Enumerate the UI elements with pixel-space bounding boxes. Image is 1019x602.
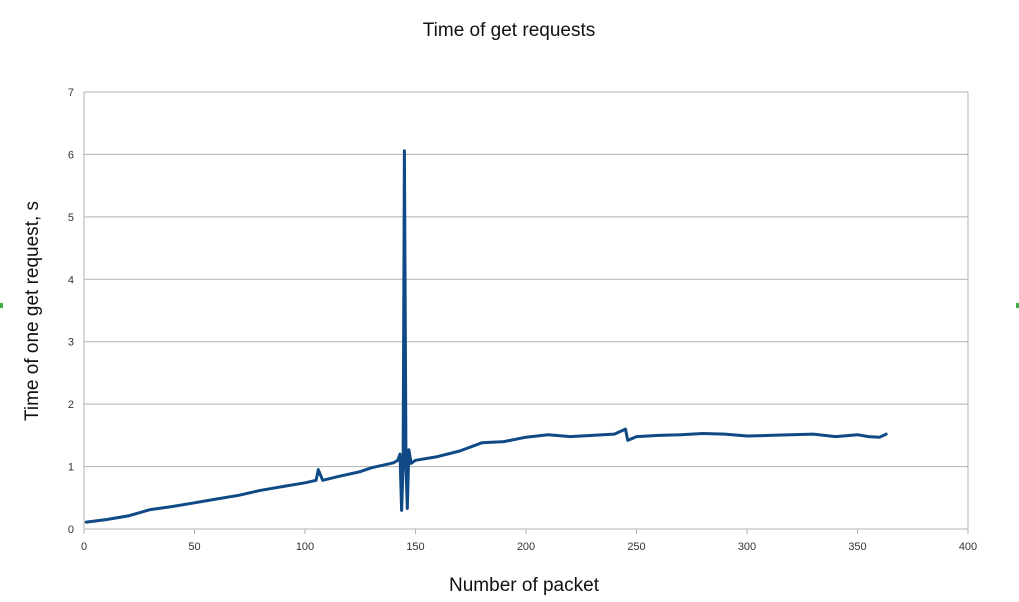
x-tick-labels: 0 50 100 150 200 250 300 350 400 xyxy=(81,541,977,553)
y-tick-label: 3 xyxy=(68,337,74,349)
x-tick-label: 0 xyxy=(81,541,87,553)
x-tick-label: 300 xyxy=(738,541,756,553)
x-axis-title: Number of packet xyxy=(449,575,600,596)
series-layer xyxy=(84,149,888,524)
right-selection-handle xyxy=(1016,303,1019,308)
y-tick-label: 2 xyxy=(68,399,74,411)
x-tick-label: 400 xyxy=(959,541,977,553)
gridlines xyxy=(84,91,968,530)
y-tick-labels: 0 1 2 3 4 5 6 7 xyxy=(68,87,74,536)
y-tick-label: 1 xyxy=(68,462,74,474)
x-tick-label: 50 xyxy=(188,541,200,553)
x-tick-label: 200 xyxy=(517,541,535,553)
y-tick-label: 5 xyxy=(68,212,74,224)
y-tick-label: 0 xyxy=(68,524,74,536)
chart-title: Time of get requests xyxy=(423,20,595,41)
left-selection-handle xyxy=(0,303,3,308)
axes xyxy=(83,92,969,534)
y-tick-label: 4 xyxy=(68,274,74,286)
y-tick-label: 6 xyxy=(68,149,74,161)
x-tick-label: 150 xyxy=(406,541,424,553)
x-tick-label: 350 xyxy=(848,541,866,553)
x-tick-label: 250 xyxy=(627,541,645,553)
series-line-1 xyxy=(84,149,888,524)
x-tick-label: 100 xyxy=(296,541,314,553)
y-axis-title: Time of one get request, s xyxy=(22,201,43,421)
y-tick-label: 7 xyxy=(68,87,74,99)
